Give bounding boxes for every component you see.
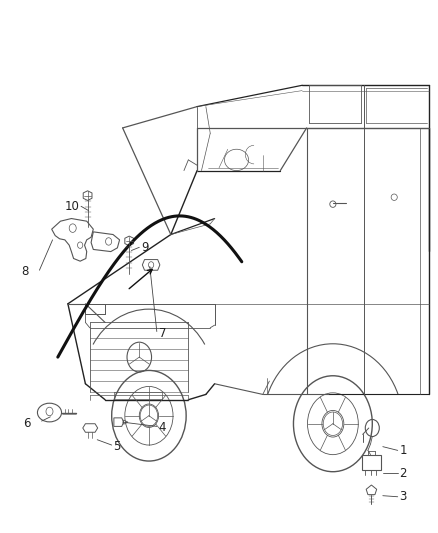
Text: 6: 6 xyxy=(23,417,30,430)
Text: 7: 7 xyxy=(159,327,166,340)
Text: 5: 5 xyxy=(113,440,120,453)
Text: 10: 10 xyxy=(65,200,80,213)
Text: 3: 3 xyxy=(399,490,407,503)
Text: 8: 8 xyxy=(21,265,28,278)
Bar xyxy=(362,455,381,470)
Text: 4: 4 xyxy=(159,421,166,434)
Text: 1: 1 xyxy=(399,444,407,457)
Text: 2: 2 xyxy=(399,467,407,480)
Text: 9: 9 xyxy=(141,241,148,254)
